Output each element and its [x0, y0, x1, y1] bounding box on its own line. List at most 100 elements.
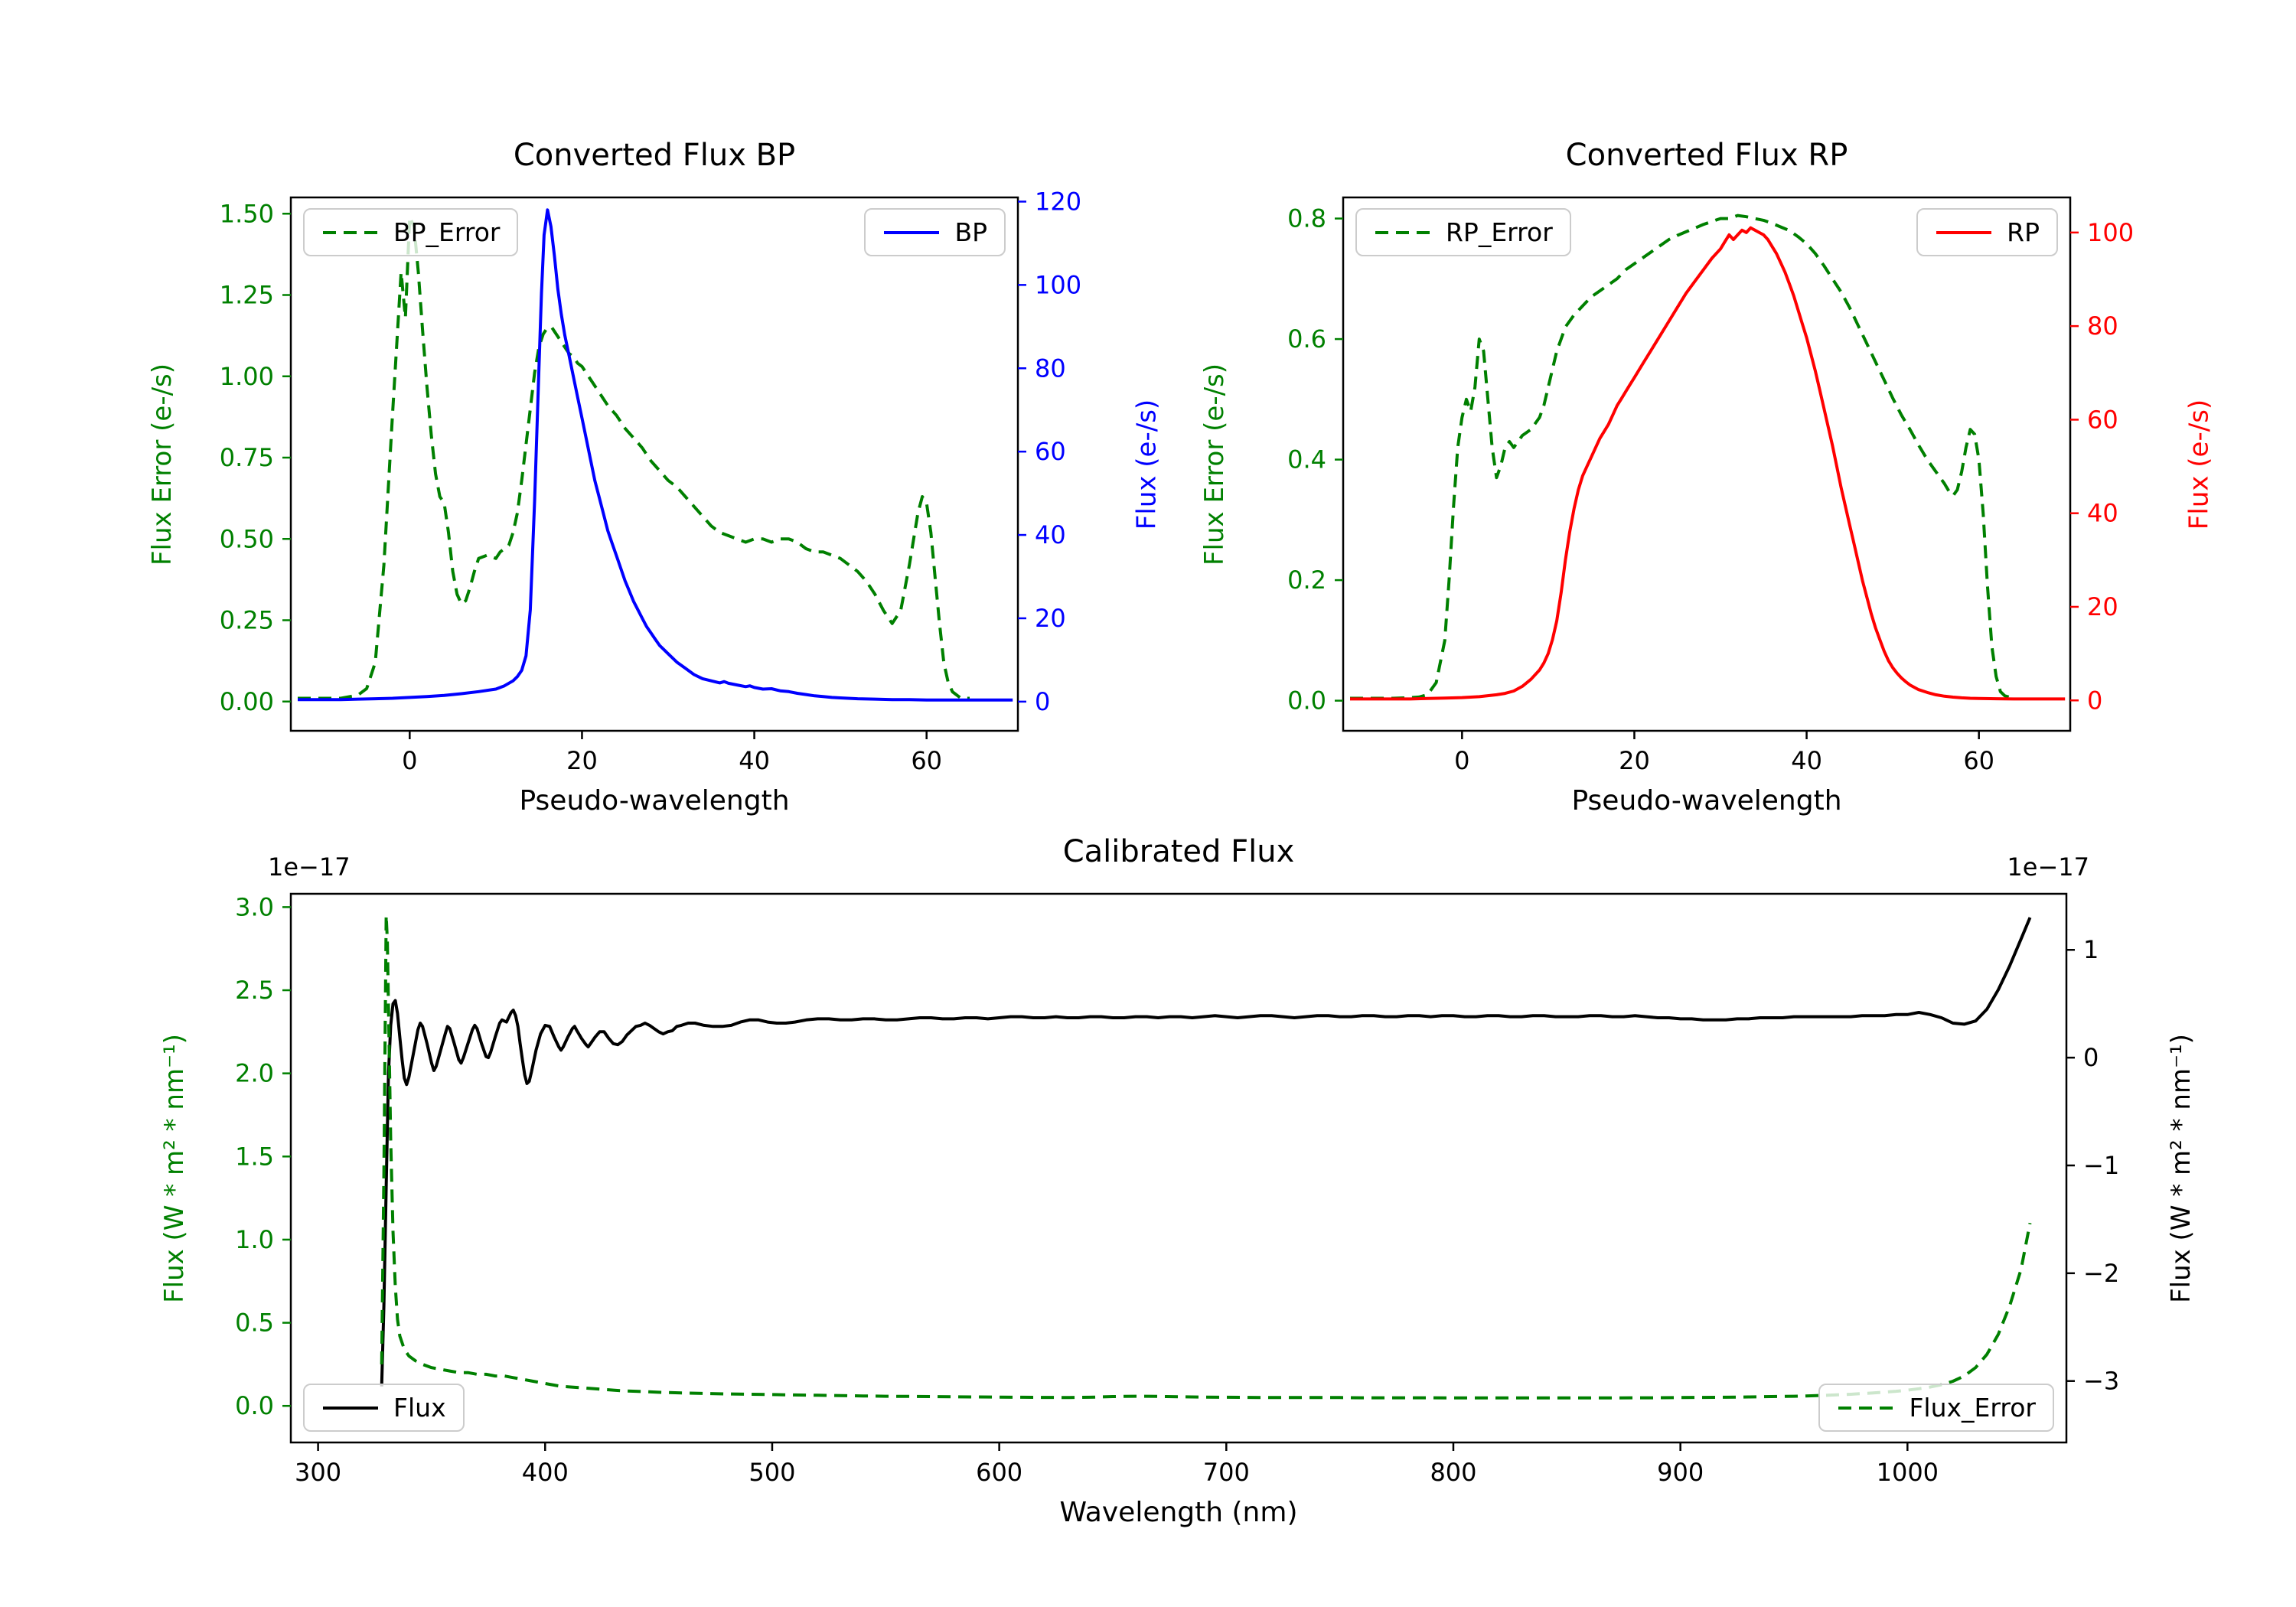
y-tick-label-right: 20 — [2087, 592, 2118, 621]
flux-error-line — [380, 914, 2032, 1400]
x-tick-label: 40 — [1791, 746, 1822, 775]
y-tick-label-left: 1.50 — [220, 199, 274, 228]
y-tick-label-left: 1.25 — [220, 281, 274, 310]
bp-line — [298, 208, 1013, 702]
y-tick-label-right: 0 — [2087, 686, 2102, 715]
legend-rp: RP — [1916, 208, 2058, 256]
series-group — [1350, 214, 2066, 701]
y-tick-label-right: 20 — [1035, 604, 1066, 633]
y-tick-label-right: 100 — [2087, 218, 2134, 247]
x-tick-label: 60 — [1963, 746, 1994, 775]
converted-flux-bp-svg: 0 20 40 60 0.00 0.25 0.50 0.75 1.00 1.25 1.50 0 20 40… — [220, 187, 1081, 775]
ylabel-right-bp: Flux (e-/s) — [1131, 399, 1162, 530]
y-tick-label-left: 0.8 — [1287, 204, 1326, 233]
y-tick-label-right: 100 — [1035, 270, 1081, 299]
legend-label: RP_Error — [1446, 217, 1553, 247]
legend-rp-error: RP_Error — [1355, 208, 1571, 256]
axes-bp: 0 20 40 60 0.00 0.25 0.50 0.75 1.00 1.25 1.50 0 20 40… — [220, 187, 1081, 775]
axes-spines — [289, 892, 2068, 1444]
y-tick-label-right: 40 — [1035, 520, 1066, 549]
x-tick-label: 500 — [748, 1458, 795, 1487]
x-tick-label: 900 — [1657, 1458, 1704, 1487]
x-tick-label: 40 — [739, 746, 770, 775]
x-tick-label: 800 — [1430, 1458, 1476, 1487]
legend-bp-error: BP_Error — [303, 208, 519, 256]
ticks-group: 0 20 40 60 0.00 0.25 0.50 0.75 1.00 1.25 1.50 0 20 40… — [220, 187, 1081, 775]
legend-bp: BP — [864, 208, 1006, 256]
y-tick-label-right: 40 — [2087, 499, 2118, 528]
y-tick-label-left: 3.0 — [235, 892, 274, 921]
y-tick-label-left: 1.5 — [235, 1142, 274, 1171]
y-tick-label-left: 0.5 — [235, 1309, 274, 1338]
y-tick-label-left: 0.6 — [1287, 324, 1326, 354]
legend-line-sample — [1838, 1406, 1894, 1410]
subplot-converted-flux-rp: Converted Flux RP Flux Error (e-/s) Flux… — [1199, 138, 2214, 817]
series-group — [380, 914, 2032, 1400]
legend-label: BP — [954, 217, 987, 247]
flux-line — [380, 917, 2032, 1387]
x-tick-label: 20 — [1619, 746, 1650, 775]
xlabel-bp: Pseudo-wavelength — [519, 785, 790, 817]
calibrated-flux-svg: 300 400 500 600 700 800 900 1000 0.0 0.5 1.0 1.5 2.0… — [235, 892, 2119, 1487]
y-tick-label-left: 0.75 — [220, 443, 274, 472]
xlabel-rp: Pseudo-wavelength — [1571, 785, 1842, 817]
legend-flux-error: Flux_Error — [1818, 1384, 2054, 1432]
y-tick-label-left: 0.0 — [235, 1391, 274, 1420]
legend-flux: Flux — [303, 1384, 465, 1432]
rp-error-line — [1350, 214, 2014, 700]
x-tick-label: 400 — [522, 1458, 569, 1487]
x-tick-label: 1000 — [1877, 1458, 1939, 1487]
y-tick-label-right: −1 — [2083, 1151, 2119, 1180]
converted-flux-rp-svg: 0 20 40 60 0.0 0.2 0.4 0.6 0.8 0 20 40 60 80 100 — [1287, 196, 2134, 775]
offset-label-left: 1e−17 — [268, 852, 351, 882]
x-tick-label: 0 — [1454, 746, 1469, 775]
ylabel-right-rp: Flux (e-/s) — [2183, 399, 2214, 530]
axes-spines — [289, 196, 1019, 732]
y-tick-label-right: 60 — [1035, 437, 1066, 466]
x-tick-label: 600 — [976, 1458, 1022, 1487]
plot-title-rp: Converted Flux RP — [1565, 138, 1848, 173]
y-tick-label-left: 0.0 — [1287, 686, 1326, 715]
y-tick-label-left: 0.00 — [220, 687, 274, 716]
y-tick-label-left: 1.00 — [220, 362, 274, 391]
y-tick-label-left: 0.4 — [1287, 445, 1326, 474]
subplot-converted-flux-bp: Converted Flux BP Flux Error (e-/s) Flux… — [147, 138, 1162, 817]
ylabel-right-calibrated: Flux (W * m² * nm⁻¹) — [2166, 1033, 2197, 1303]
axes-rp: 0 20 40 60 0.0 0.2 0.4 0.6 0.8 0 20 40 60 80 100 RP_Err… — [1287, 196, 2134, 775]
x-tick-label: 0 — [402, 746, 417, 775]
legend-line-sample — [1936, 230, 1992, 234]
y-tick-label-right: 0 — [2083, 1043, 2099, 1072]
ticks-group: 0 20 40 60 0.0 0.2 0.4 0.6 0.8 0 20 40 60 80 100 — [1287, 204, 2134, 775]
y-tick-label-right: 80 — [2087, 311, 2118, 341]
ylabel-left-calibrated: Flux (W * m² * nm⁻¹) — [159, 1033, 190, 1303]
y-tick-label-left: 0.25 — [220, 606, 274, 635]
legend-label: RP — [2007, 217, 2040, 247]
subplot-calibrated-flux: Calibrated Flux 1e−17 1e−17 Flux (W * m²… — [159, 834, 2197, 1528]
bp-error-line — [298, 215, 970, 700]
plot-title-bp: Converted Flux BP — [513, 138, 796, 173]
legend-line-sample — [323, 1406, 378, 1410]
ticks-group: 300 400 500 600 700 800 900 1000 0.0 0.5 1.0 1.5 2.0… — [235, 892, 2119, 1487]
y-tick-label-right: −2 — [2083, 1259, 2119, 1288]
legend-label: Flux — [393, 1393, 446, 1423]
legend-line-sample — [1375, 230, 1430, 234]
x-tick-label: 20 — [566, 746, 598, 775]
legend-line-sample — [884, 230, 940, 234]
x-tick-label: 700 — [1203, 1458, 1250, 1487]
y-tick-label-right: 1 — [2083, 935, 2099, 964]
legend-label: BP_Error — [393, 217, 501, 247]
y-tick-label-right: 60 — [2087, 405, 2118, 434]
axes-spines — [1342, 196, 2072, 732]
y-tick-label-right: −3 — [2083, 1367, 2119, 1396]
xlabel-calibrated: Wavelength (nm) — [1059, 1497, 1298, 1528]
y-tick-label-left: 2.0 — [235, 1059, 274, 1088]
x-tick-label: 60 — [911, 746, 942, 775]
axes-calibrated: 300 400 500 600 700 800 900 1000 0.0 0.5 1.0 1.5 2.0… — [235, 892, 2119, 1487]
y-tick-label-right: 120 — [1035, 187, 1081, 216]
offset-label-right: 1e−17 — [2007, 852, 2089, 882]
y-tick-label-left: 0.2 — [1287, 566, 1326, 595]
y-tick-label-left: 0.50 — [220, 524, 274, 553]
rp-line — [1350, 226, 2066, 701]
series-group — [298, 208, 1013, 702]
